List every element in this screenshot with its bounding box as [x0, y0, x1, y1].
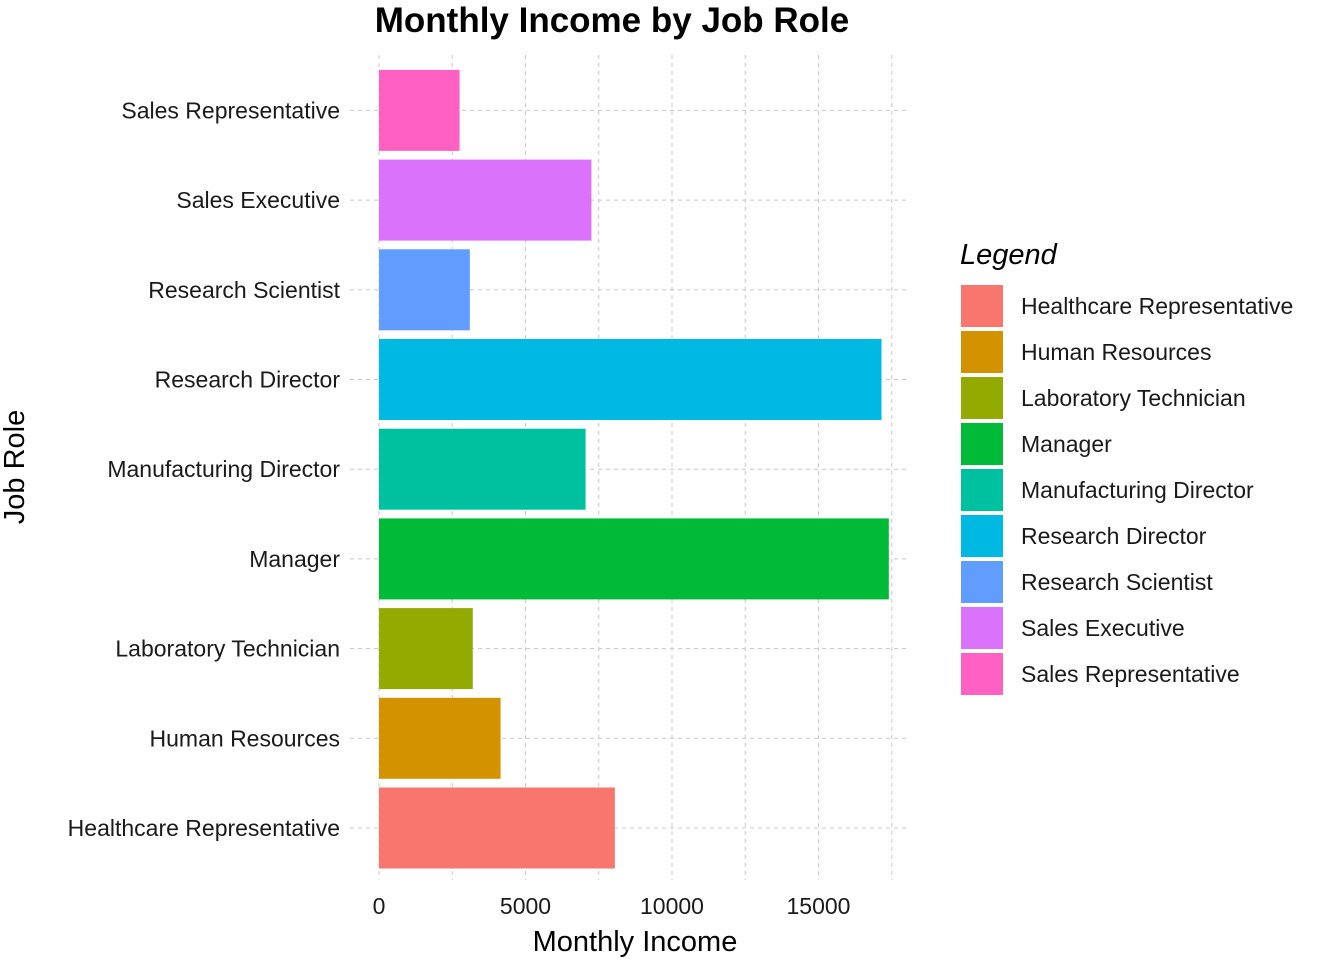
legend-label: Manager — [1021, 431, 1112, 457]
x-tick-label: 5000 — [500, 893, 551, 919]
legend-label: Research Director — [1021, 523, 1207, 549]
bar-manager — [379, 518, 889, 600]
bar-sales-representative — [379, 69, 460, 151]
x-axis-tick-labels: 0 5000 10000 15000 — [373, 893, 851, 919]
legend-swatch — [961, 607, 1003, 649]
bar-research-director — [379, 339, 882, 420]
bar-sales-executive — [379, 159, 592, 241]
bar-healthcare-representative — [379, 787, 615, 869]
legend-swatch — [961, 561, 1003, 603]
bar-human-resources — [379, 697, 501, 779]
y-tick-label: Sales Executive — [176, 187, 340, 213]
legend-swatch — [961, 423, 1003, 465]
legend-label: Manufacturing Director — [1021, 477, 1254, 503]
y-tick-label: Manufacturing Director — [107, 456, 340, 482]
legend-label: Laboratory Technician — [1021, 385, 1246, 411]
legend: Legend Healthcare Representative Human Re… — [960, 239, 1293, 695]
y-tick-label: Human Resources — [150, 725, 340, 751]
legend-swatch — [961, 285, 1003, 327]
y-tick-label: Research Director — [155, 367, 341, 393]
legend-label: Sales Executive — [1021, 615, 1185, 641]
y-tick-label: Research Scientist — [148, 277, 340, 303]
x-tick-label: 10000 — [640, 893, 704, 919]
y-axis-tick-labels: Healthcare Representative Human Resources… — [68, 97, 341, 841]
x-tick-label: 15000 — [787, 893, 851, 919]
legend-label: Research Scientist — [1021, 569, 1213, 595]
y-tick-label: Laboratory Technician — [115, 636, 340, 662]
legend-label: Sales Representative — [1021, 661, 1240, 687]
bars — [379, 69, 889, 869]
y-axis-title: Job Role — [0, 410, 31, 524]
bar-manufacturing-director — [379, 428, 586, 510]
legend-swatch — [961, 377, 1003, 419]
legend-swatch — [961, 469, 1003, 511]
chart-title: Monthly Income by Job Role — [375, 1, 849, 40]
x-axis-title: Monthly Income — [533, 926, 738, 958]
legend-title: Legend — [960, 239, 1058, 271]
legend-label: Human Resources — [1021, 339, 1211, 365]
y-tick-label: Healthcare Representative — [68, 815, 340, 841]
legend-label: Healthcare Representative — [1021, 293, 1293, 319]
legend-swatch — [961, 653, 1003, 695]
legend-swatch — [961, 515, 1003, 557]
bar-research-scientist — [379, 249, 470, 331]
y-tick-label: Sales Representative — [121, 97, 340, 123]
bar-laboratory-technician — [379, 608, 473, 690]
y-tick-label: Manager — [249, 546, 340, 572]
legend-swatch — [961, 331, 1003, 373]
x-tick-label: 0 — [373, 893, 386, 919]
